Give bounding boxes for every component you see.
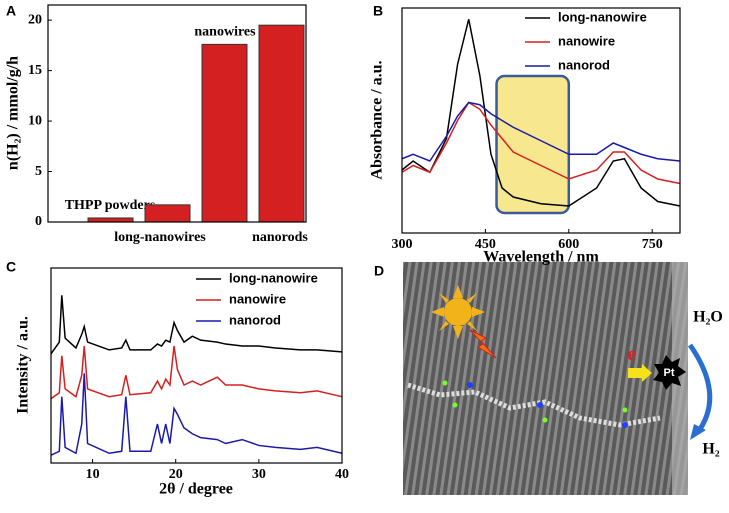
plot-frame	[47, 4, 307, 223]
y-tick-label: 0	[35, 214, 42, 229]
y-tick-label: 15	[28, 63, 42, 78]
x-tick-label: 40	[335, 467, 349, 482]
electron-label: e	[628, 344, 637, 366]
highlight-box	[495, 74, 571, 215]
y-tick-label: 20	[28, 12, 42, 27]
y-axis-label: n(H₂) / mmol/g/h	[5, 56, 22, 170]
edge	[672, 262, 688, 495]
category-label: nanorods	[252, 230, 308, 245]
x-tick-label: 600	[558, 237, 579, 252]
catalyst-label: Pt	[664, 367, 675, 379]
sun	[431, 285, 485, 339]
lightning	[469, 329, 497, 359]
series-line	[50, 295, 343, 355]
plot-frame	[50, 267, 343, 464]
series-line	[50, 345, 343, 400]
y-tick-label: 10	[28, 113, 42, 128]
y-axis-label: Absorbance / a.u.	[369, 60, 386, 179]
bar	[201, 43, 248, 223]
reactant-label: H₂O	[693, 309, 723, 326]
legend-label: nanowire	[229, 291, 286, 306]
x-axis-label: 2θ / degree	[159, 481, 233, 498]
category-label: THPP powders	[65, 198, 156, 213]
x-axis-label: Wavelength / nm	[483, 249, 599, 266]
panel-label: A	[6, 3, 16, 19]
pt-particle	[653, 355, 686, 390]
y-axis-label: Intensity / a.u.	[15, 316, 32, 414]
x-tick-label: 30	[252, 467, 266, 482]
panel-d: Pt e H₂O H₂	[403, 262, 723, 495]
series-line	[401, 19, 681, 207]
reaction-arrow	[687, 343, 713, 434]
legend-label: long-nanowire	[558, 9, 647, 24]
x-tick-label: 20	[169, 467, 183, 482]
bar	[87, 217, 134, 223]
category-label: nanowires	[194, 25, 256, 40]
panel-label: C	[6, 259, 16, 275]
legend-label: long-nanowire	[229, 270, 318, 285]
panel-label: D	[374, 263, 384, 279]
x-tick-label: 450	[475, 237, 496, 252]
category-label: long-nanowires	[114, 230, 206, 245]
panel-label: B	[373, 3, 383, 19]
x-tick-label: 300	[392, 237, 413, 252]
y-tick-label: 5	[35, 164, 42, 179]
series-line	[401, 101, 681, 162]
legend-label: nanorod	[229, 312, 281, 327]
product-label: H₂	[702, 441, 719, 458]
x-tick-label: 750	[642, 237, 663, 252]
x-tick-label: 10	[86, 467, 100, 482]
plot-frame	[401, 7, 681, 234]
legend-label: nanorod	[558, 57, 610, 72]
legend-label: nanowire	[558, 33, 615, 48]
bar	[144, 204, 191, 223]
bar	[258, 24, 305, 223]
series-line	[50, 373, 343, 456]
series-line	[401, 101, 681, 185]
arrow-body	[628, 368, 642, 378]
